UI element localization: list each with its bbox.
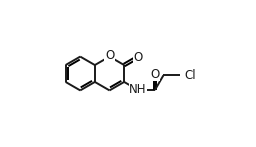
Text: O: O xyxy=(105,49,114,62)
Text: O: O xyxy=(150,68,159,81)
Text: O: O xyxy=(133,51,142,64)
Text: NH: NH xyxy=(129,83,147,96)
Text: Cl: Cl xyxy=(184,69,196,82)
